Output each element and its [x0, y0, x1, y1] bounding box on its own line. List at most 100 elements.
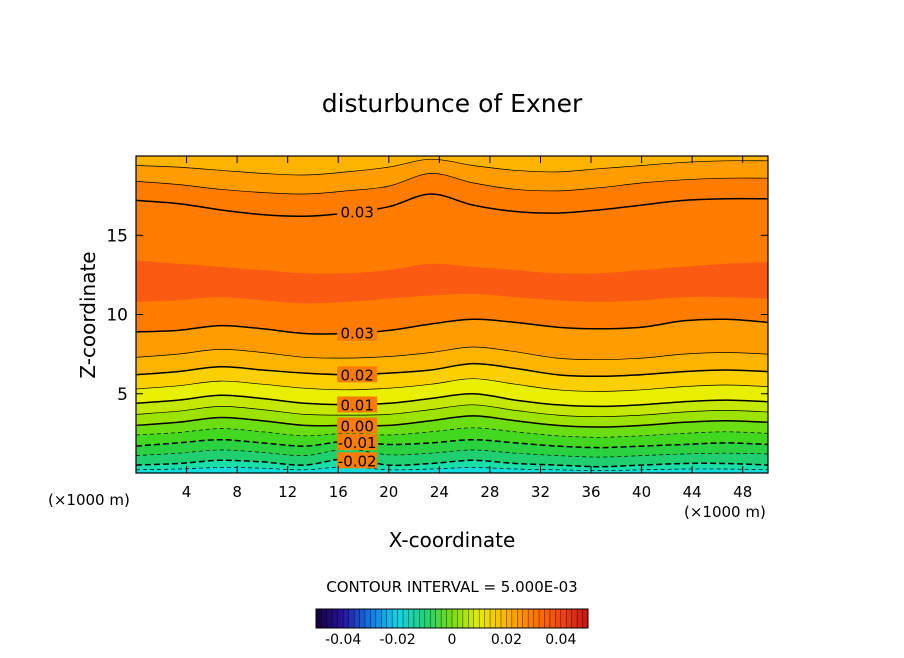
fill-band--0.025: [136, 458, 768, 473]
colorbar-tick-label: -0.02: [379, 632, 415, 648]
colorbar-segment: [408, 609, 415, 628]
colorbar-segment: [544, 609, 551, 628]
contour-label-bg: [337, 324, 378, 341]
colorbar-segment: [403, 609, 409, 628]
x-tick-label: 12: [278, 483, 297, 501]
y-tick-label: 10: [106, 306, 128, 326]
colorbar-segment: [326, 609, 333, 628]
colorbar-frame: [315, 608, 589, 629]
colorbar-segment: [462, 609, 469, 628]
colorbar-segment: [386, 609, 393, 628]
colorbar-segment: [452, 609, 458, 628]
colorbar-segment: [348, 609, 355, 628]
colorbar-segment: [533, 609, 540, 628]
colorbar-segment: [566, 609, 573, 628]
contour-line-labeled: [136, 438, 768, 449]
colorbar-segment: [354, 609, 361, 628]
colorbar-segment: [560, 609, 567, 628]
colorbar-segment: [446, 609, 453, 628]
contour-line-labeled: [136, 193, 768, 218]
contour-label-bg: [337, 203, 378, 220]
x-tick-label: 20: [379, 483, 398, 501]
colorbar: -0.04 -0.02 0 0.02 0.04: [315, 608, 589, 648]
fill-band--0.03: [136, 466, 768, 473]
contour-label-bg: [337, 396, 378, 413]
x-tick-label: 44: [683, 483, 702, 501]
contour-label: 0.03: [340, 203, 373, 221]
x-unit-right: (×1000 m): [684, 503, 766, 521]
x-tick-label: 28: [480, 483, 499, 501]
colorbar-segment: [332, 609, 339, 628]
colorbar-segment: [359, 609, 366, 628]
colorbar-segment: [522, 609, 529, 628]
colorbar-segment: [419, 609, 426, 628]
contour-line-0.005: [136, 404, 768, 418]
x-tick-label: 36: [581, 483, 600, 501]
contour-line-0.025: [136, 346, 768, 361]
colorbar-segment: [397, 609, 404, 628]
colorbar-tick-label: 0.04: [545, 632, 576, 648]
x-tick-label: 24: [430, 483, 449, 501]
colorbar-segment: [549, 609, 556, 628]
x-axis-label: X-coordinate: [389, 528, 516, 552]
colorbar-segment: [473, 609, 480, 628]
contour-label-bg: [337, 434, 378, 451]
contour-line--0.005: [136, 427, 768, 438]
colorbar-segment: [364, 609, 371, 628]
x-unit-left: (×1000 m): [48, 491, 130, 509]
contour-label: 0.03: [340, 325, 373, 343]
colorbar-segment: [316, 609, 322, 628]
contour-label-bg: [337, 366, 378, 383]
x-tick-label: 48: [733, 483, 752, 501]
colorbar-segment: [392, 609, 399, 628]
colorbar-segment: [468, 609, 475, 628]
colorbar-segment: [370, 609, 377, 628]
colorbar-segment: [457, 609, 464, 628]
contour-label-bg: [337, 452, 378, 469]
contour-line-labeled: [136, 457, 768, 468]
x-tick-label: 32: [531, 483, 550, 501]
colorbar-segment: [337, 609, 344, 628]
colorbar-segment: [539, 609, 545, 628]
contour-line-layer: [136, 158, 768, 471]
colorbar-tick-label: 0: [448, 632, 457, 648]
colorbar-segment: [490, 609, 497, 628]
colorbar-segment: [375, 609, 382, 628]
colorbar-segment: [571, 609, 578, 628]
colorbar-segment: [430, 609, 437, 628]
chart-title: disturbunce of Exner: [322, 89, 583, 118]
colorbar-segment: [500, 609, 507, 628]
colorbar-segment: [343, 609, 350, 628]
colorbar-segment: [381, 609, 388, 628]
colorbar-segment: [517, 609, 524, 628]
colorbar-segment: [484, 609, 491, 628]
contour-label: -0.02: [338, 452, 377, 470]
contour-label: 0.01: [340, 396, 373, 414]
colorbar-segment: [528, 609, 535, 628]
contour-interval-label: CONTOUR INTERVAL = 5.000E-03: [326, 578, 577, 596]
colorbar-segment: [506, 609, 513, 628]
colorbar-segment: [413, 609, 420, 628]
y-axis-label: Z-coordinate: [76, 251, 100, 378]
colorbar-segment: [441, 609, 448, 628]
colorbar-segment: [479, 609, 486, 628]
x-tick-label: 4: [182, 483, 192, 501]
colorbar-segment: [511, 609, 518, 628]
contour-label: 0.00: [340, 417, 373, 435]
contour-label: 0.02: [340, 366, 373, 384]
contour-line-labeled: [136, 362, 768, 378]
colorbar-tick-label: 0.02: [491, 632, 522, 648]
fill-band-0.02: [136, 156, 768, 176]
contour-line-0.02: [136, 158, 768, 176]
contour-label: -0.01: [338, 434, 377, 452]
y-tick-label: 5: [117, 385, 128, 405]
contour-line-labeled: [136, 318, 768, 335]
contour-fill-layer: [136, 156, 768, 473]
colorbar-segment: [424, 609, 431, 628]
contour-line--0.015: [136, 448, 768, 458]
colorbar-segment: [555, 609, 562, 628]
contour-line--0.025: [136, 466, 768, 471]
colorbar-segment: [435, 609, 442, 628]
